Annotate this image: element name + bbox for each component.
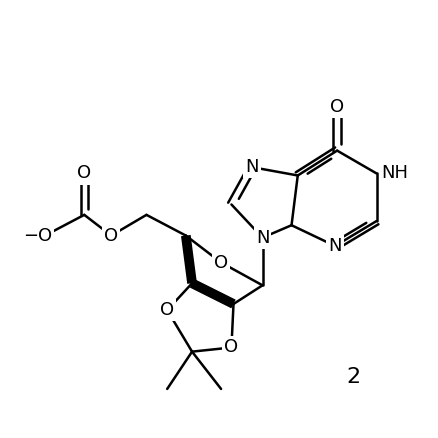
Text: O: O — [104, 226, 118, 244]
Text: O: O — [224, 339, 239, 357]
Text: 2: 2 — [346, 367, 361, 386]
Text: N: N — [245, 158, 259, 176]
Text: NH: NH — [381, 164, 409, 182]
Text: O: O — [77, 164, 92, 182]
Text: O: O — [160, 301, 174, 319]
Text: O: O — [330, 98, 344, 116]
Text: N: N — [328, 237, 342, 255]
Text: N: N — [256, 229, 269, 247]
Text: −: − — [23, 226, 38, 244]
Text: O: O — [38, 226, 52, 244]
Text: O: O — [214, 254, 228, 272]
